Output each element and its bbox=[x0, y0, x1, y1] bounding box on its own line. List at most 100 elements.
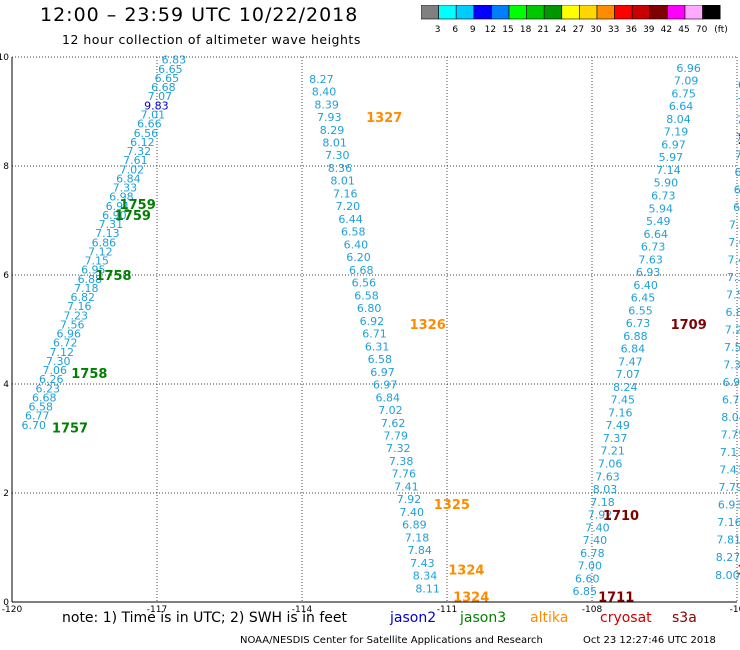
color-scale-legend: 3 6 9 12 15 18 21 24 27 30 33 36 39 42 45 70 (ft) bbox=[421, 5, 728, 35]
swh-value-label: 7.43 bbox=[719, 464, 740, 477]
x-tick-label: -111 bbox=[437, 605, 457, 615]
swh-value-label: 6.44 bbox=[338, 213, 363, 226]
swh-value-label: 7.18 bbox=[405, 531, 430, 544]
swh-value-label: 8.00 bbox=[715, 569, 740, 582]
swh-value-label: 7.65 bbox=[728, 236, 740, 249]
swh-value-label: 6.90 bbox=[723, 376, 740, 389]
swh-value-label: 7.07 bbox=[616, 368, 641, 381]
swh-value-label: 6.55 bbox=[628, 304, 653, 317]
swh-value-label: 7.76 bbox=[391, 468, 416, 481]
swh-value-label: 7.06 bbox=[598, 457, 623, 470]
swh-value-label: 7.4 bbox=[735, 148, 740, 161]
footer-credit: NOAA/NESDIS Center for Satellite Applica… bbox=[240, 635, 543, 646]
swh-value-label: 5.49 bbox=[646, 215, 671, 228]
pass-time-label: 1759 bbox=[115, 209, 151, 224]
swh-value-label: 7.92 bbox=[397, 493, 422, 506]
swh-value-label: 7.01 bbox=[141, 108, 166, 121]
swh-value-label: 7.79 bbox=[719, 481, 740, 494]
swh-value-label: 6.45 bbox=[631, 292, 656, 305]
swh-value-label: 7.63 bbox=[638, 253, 663, 266]
swh-value-label: 7.06 bbox=[43, 364, 68, 377]
swh-value-label: 7.13 bbox=[95, 227, 120, 240]
swh-value-label: 8.03 bbox=[593, 483, 618, 496]
color-tick-label: 33 bbox=[608, 25, 619, 35]
units-note: note: 1) Time is in UTC; 2) SWH is in fe… bbox=[62, 610, 348, 626]
color-tick-label: 15 bbox=[502, 25, 513, 35]
swh-value-label: 7.00 bbox=[578, 560, 603, 573]
swh-value-label: 7.37 bbox=[603, 432, 628, 445]
swh-value-label: 7.41 bbox=[394, 480, 419, 493]
swh-value-label: 7.31 bbox=[99, 218, 124, 231]
pass-time-label: 1709 bbox=[671, 318, 707, 333]
y-tick-label: 10 bbox=[0, 53, 9, 63]
color-tick-label: 42 bbox=[661, 25, 672, 35]
swh-value-label: 7.32 bbox=[127, 145, 152, 158]
swh-value-label: 7.61 bbox=[123, 154, 148, 167]
swh-value-label: 6.8 bbox=[734, 183, 740, 196]
legend-s3a: s3a bbox=[672, 610, 697, 626]
swh-value-label: 6.12 bbox=[130, 136, 155, 149]
pass-time-label: 1757 bbox=[52, 422, 88, 437]
swh-value-label: 7.07 bbox=[148, 90, 173, 103]
color-tick-label: 9 bbox=[470, 25, 476, 35]
color-tick-label: 70 bbox=[696, 25, 708, 35]
swh-value-label: 6.65 bbox=[155, 72, 180, 85]
swh-value-label: 8.36 bbox=[328, 162, 353, 175]
swh-value-label: 6.93 bbox=[636, 266, 661, 279]
swh-value-label: 7.32 bbox=[386, 442, 411, 455]
swh-value-label: 8.39 bbox=[314, 98, 339, 111]
swh-value-label: 6.58 bbox=[341, 226, 366, 239]
chart-subtitle: 12 hour collection of altimeter wave hei… bbox=[62, 32, 361, 47]
swh-value-label: 6.56 bbox=[134, 127, 159, 140]
swh-value-label: 6.40 bbox=[344, 238, 369, 251]
swh-value-label: 6.26 bbox=[39, 373, 64, 386]
swh-value-label: 7.16 bbox=[717, 516, 740, 529]
pass-time-label: 1 bbox=[737, 563, 740, 578]
legend-altika: altika bbox=[530, 610, 569, 626]
swh-value-label: 5.94 bbox=[649, 202, 674, 215]
pass-time-label: 1711 bbox=[598, 591, 634, 606]
swh-value-label: 7.18 bbox=[74, 282, 99, 295]
pass-time-label: 1325 bbox=[434, 498, 470, 513]
swh-value-label: 7.63 bbox=[595, 470, 620, 483]
swh-value-label: 6.66 bbox=[137, 118, 162, 131]
pass-time-label: 1710 bbox=[603, 509, 639, 524]
pass-time-label: 1324 bbox=[453, 591, 489, 606]
color-tick-label: 6 bbox=[452, 25, 458, 35]
swh-value-label: 7.4 bbox=[736, 131, 740, 144]
swh-value-label: 6.95 bbox=[81, 264, 106, 277]
swh-value-label: 6.31 bbox=[365, 340, 390, 353]
y-tick-label: 6 bbox=[3, 271, 9, 281]
swh-value-label: 6.82 bbox=[71, 291, 96, 304]
legend-jason3: jason3 bbox=[460, 610, 507, 626]
swh-value-label: 7.47 bbox=[618, 355, 643, 368]
swh-value-label: 6.88 bbox=[78, 273, 103, 286]
swh-value-label: 7.49 bbox=[605, 419, 630, 432]
swh-value-label: 7.35 bbox=[723, 359, 740, 372]
swh-value-label: 6.97 bbox=[370, 366, 395, 379]
x-tick-label: -117 bbox=[147, 605, 167, 615]
pass-time-label: 1326 bbox=[410, 318, 446, 333]
swh-value-label: 7.12 bbox=[88, 245, 113, 258]
swh-value-label: 7.3 bbox=[737, 113, 740, 126]
swh-value-label: 6.84 bbox=[376, 391, 401, 404]
y-tick-label: 4 bbox=[3, 380, 9, 390]
swh-value-label: 6.88 bbox=[623, 330, 648, 343]
swh-value-label: 7.23 bbox=[64, 309, 89, 322]
color-tick-label: 45 bbox=[678, 25, 689, 35]
swh-value-label: 6.70 bbox=[722, 394, 740, 407]
swh-value-label: 7.16 bbox=[333, 187, 358, 200]
swh-value-label: 7.39 bbox=[727, 271, 740, 284]
swh-value-label: 6.77 bbox=[25, 410, 50, 423]
swh-value-label: 6.56 bbox=[352, 277, 377, 290]
swh-value-label: 7.16 bbox=[67, 300, 92, 313]
swh-value-label: 7.18 bbox=[590, 496, 615, 509]
swh-value-label: 5.97 bbox=[659, 151, 684, 164]
swh-value-label: 7.81 bbox=[716, 534, 740, 547]
color-tick-label: 18 bbox=[520, 25, 532, 35]
swh-value-label: 8.04 bbox=[721, 411, 740, 424]
swh-value-label: 7.30 bbox=[46, 355, 71, 368]
swh-value-label: 7.56 bbox=[60, 318, 85, 331]
swh-value-label: 7.45 bbox=[728, 253, 740, 266]
swh-value-label: 6.65 bbox=[158, 63, 183, 76]
